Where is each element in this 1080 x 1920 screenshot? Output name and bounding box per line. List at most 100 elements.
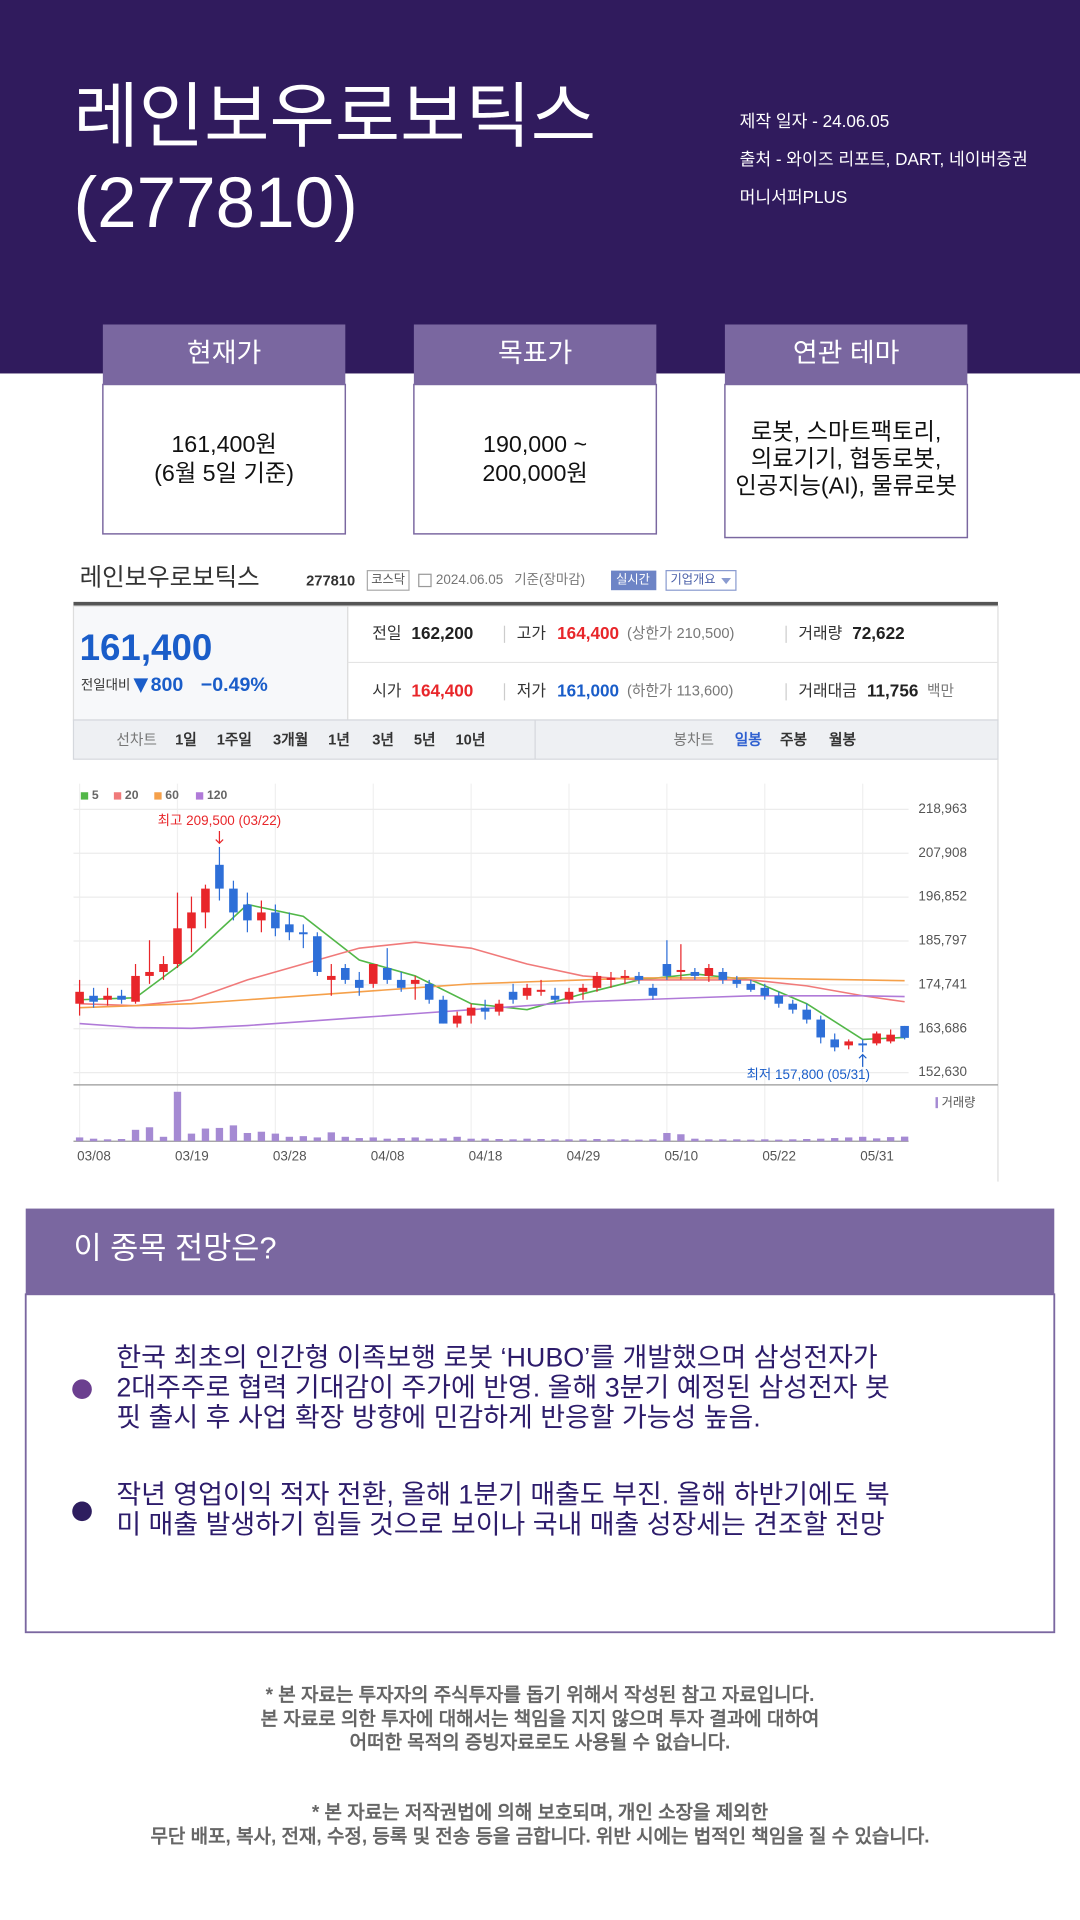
candle-body — [410, 979, 420, 984]
card-header — [724, 324, 968, 385]
candle-body — [802, 1009, 812, 1020]
stat-value: 162,200 — [411, 623, 473, 643]
bullet-text: 미 매출 발생하기 힘들 것으로 보이나 국내 매출 성장세는 견조할 전망 — [116, 1509, 884, 1539]
candle-body — [299, 932, 308, 935]
x-tick-label: 05/31 — [860, 1149, 894, 1164]
volume-bar — [313, 1137, 321, 1142]
disclaimer: 어떠한 목적의 증빙자료로도 사용될 수 없습니다. — [350, 1732, 731, 1754]
card-text: 로봇, 스마트팩토리, — [751, 419, 942, 445]
tab[interactable]: 10년 — [456, 732, 486, 749]
volume-bar — [579, 1139, 587, 1142]
volume-bar — [761, 1139, 769, 1142]
card-label: 현재가 — [187, 338, 261, 368]
candle-body — [900, 1025, 909, 1038]
candle-body — [285, 924, 294, 933]
legend-label: 60 — [165, 788, 179, 802]
market: 코스닥 — [371, 573, 405, 587]
card-label: 연관 테마 — [793, 338, 900, 368]
volume-bar — [257, 1131, 266, 1142]
volume-bar — [341, 1136, 349, 1142]
candle-body — [327, 975, 336, 980]
candle-body — [340, 967, 350, 980]
legend-label: 120 — [207, 788, 228, 802]
volume-bar — [355, 1138, 363, 1142]
stat-note: 백만 — [927, 683, 954, 700]
tab[interactable]: 월봉 — [829, 732, 857, 749]
card-body — [102, 383, 347, 535]
ma-line — [79, 903, 905, 1041]
tab[interactable]: 3개월 — [273, 731, 308, 749]
candle-body — [816, 1019, 826, 1038]
volume-bar — [327, 1132, 335, 1142]
candle-body — [550, 995, 560, 1000]
volume-bar — [705, 1139, 713, 1142]
candle-body — [466, 1007, 476, 1016]
tab[interactable]: 주봉 — [780, 732, 808, 749]
tab-group: 봉차트 — [673, 732, 714, 749]
stat-label: 저가 — [517, 682, 547, 700]
info: 제작 일자 - 24.06.05 — [740, 111, 890, 131]
annotation: 최고 209,500 (03/22) — [158, 813, 281, 828]
disclaimer: * 본 자료는 투자자의 주식투자를 돕기 위해서 작성된 참고 자료입니다. — [266, 1684, 815, 1706]
volume-bar — [593, 1139, 601, 1142]
volume-bar — [243, 1132, 252, 1142]
volume-bar — [635, 1139, 643, 1142]
volume-bar — [75, 1137, 84, 1142]
volume-label: 거래량 — [942, 1095, 976, 1109]
volume-bar — [845, 1137, 853, 1142]
candle-body — [774, 995, 784, 1004]
stat-value: 11,756 — [867, 680, 918, 700]
stat-value: 164,400 — [557, 623, 619, 643]
tab[interactable]: 1일 — [175, 732, 197, 749]
stat-value: 72,622 — [852, 623, 904, 643]
volume-bar — [509, 1139, 517, 1142]
outlook-body — [24, 1293, 1056, 1634]
volume-bar — [775, 1139, 783, 1142]
legend-label: 5 — [92, 788, 99, 802]
stat-label: 거래량 — [798, 624, 842, 642]
candle-body — [634, 975, 644, 980]
candle-body — [257, 912, 266, 921]
annotation: 최저 157,800 (05/31) — [747, 1067, 870, 1082]
volume-bar — [425, 1138, 433, 1142]
volume-bar — [789, 1139, 797, 1142]
volume-bar — [173, 1091, 182, 1142]
annotation-arrow — [215, 831, 224, 845]
volume-bar — [285, 1136, 294, 1142]
candle-body — [271, 912, 280, 929]
candle-body — [620, 975, 630, 978]
tab[interactable]: 3년 — [372, 732, 394, 749]
candle-body — [494, 1003, 504, 1012]
candle-body — [145, 971, 154, 976]
candle-body — [438, 999, 448, 1024]
candle-body — [872, 1033, 881, 1044]
tab[interactable]: 1주일 — [217, 732, 252, 749]
volume-bar — [719, 1139, 727, 1142]
tab[interactable]: 일봉 — [735, 732, 763, 749]
candle-body — [578, 987, 588, 992]
candle-body — [480, 1007, 490, 1012]
candle-body — [382, 967, 392, 980]
annotation-arrow — [858, 1053, 867, 1067]
candle-body — [760, 987, 770, 996]
volume-bar — [817, 1138, 825, 1142]
volume-bar — [159, 1136, 168, 1142]
candle-body — [690, 971, 700, 976]
volume-bar — [145, 1127, 154, 1142]
candle-body — [522, 987, 532, 996]
calendar-icon — [418, 573, 432, 588]
card-header — [102, 324, 346, 385]
tab[interactable]: 1년 — [328, 732, 350, 749]
candle-body — [117, 995, 126, 1000]
volume-bar — [369, 1137, 377, 1142]
volume-bar — [397, 1138, 405, 1142]
disclaimer: 무단 배포, 복사, 전재, 수정, 등록 및 전송 등을 금합니다. 위반 시… — [150, 1825, 929, 1847]
y-tick-label: 174,741 — [918, 976, 967, 991]
title: (277810) — [73, 164, 357, 243]
candle-body — [830, 1039, 839, 1048]
company-box — [665, 570, 737, 591]
volume-bar — [229, 1125, 238, 1142]
volume-bar — [89, 1138, 98, 1142]
tab[interactable]: 5년 — [414, 732, 436, 749]
